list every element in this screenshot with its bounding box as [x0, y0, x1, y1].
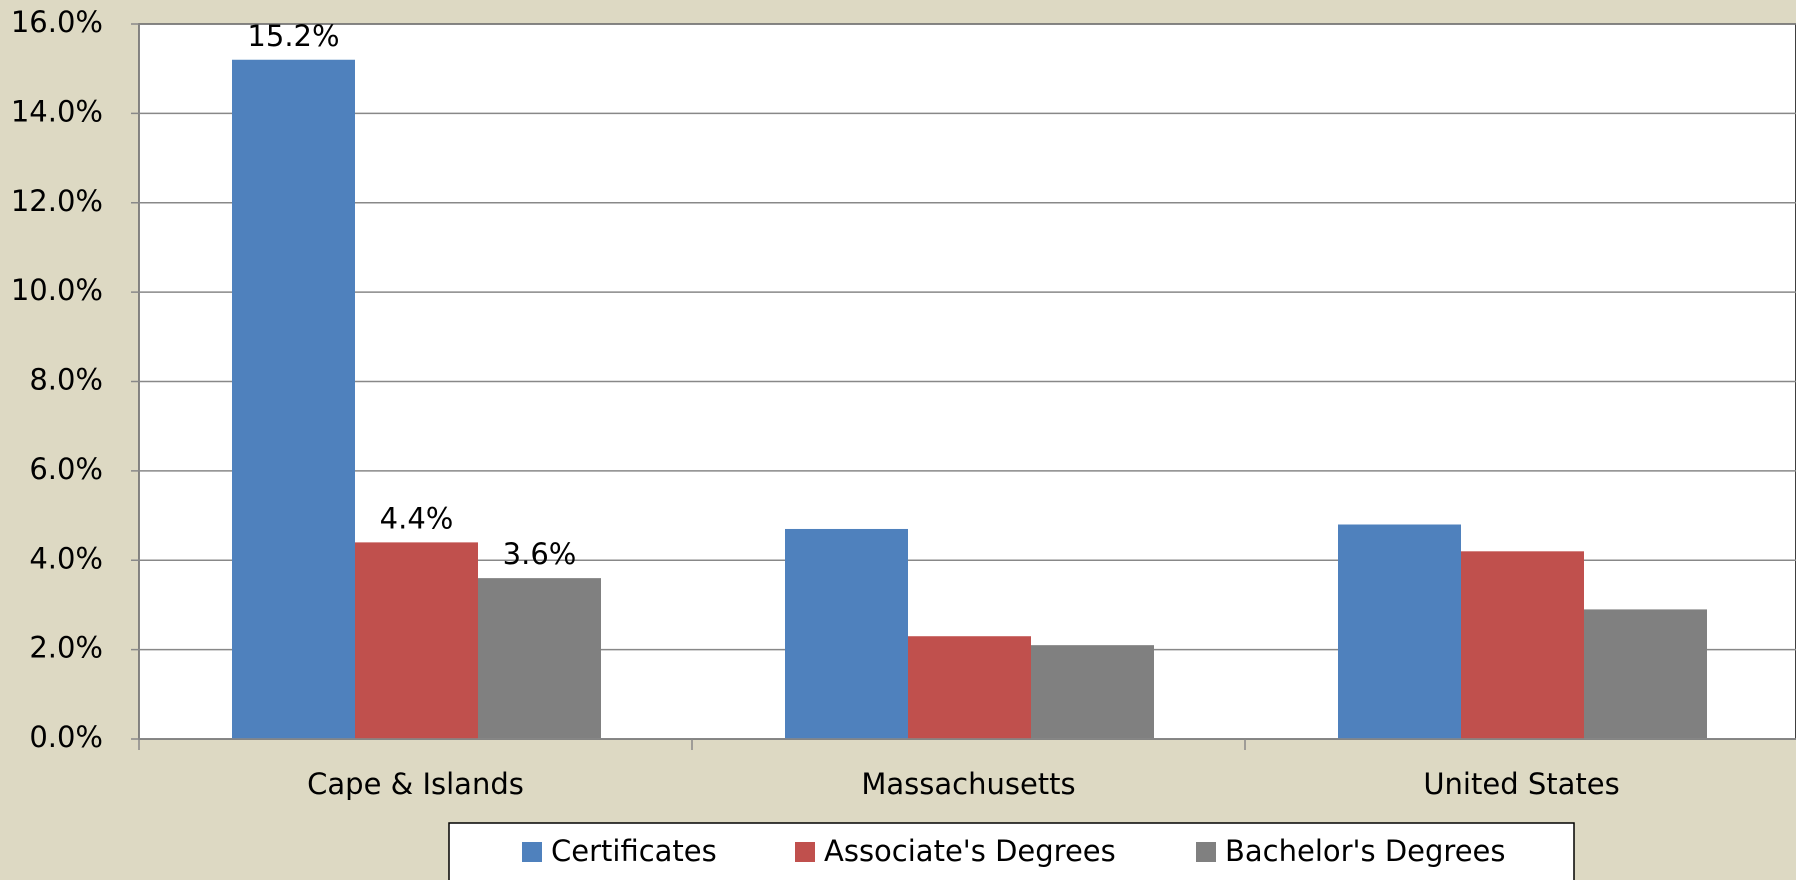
bar — [1338, 524, 1461, 739]
bar — [908, 636, 1031, 739]
y-tick-label: 10.0% — [11, 273, 103, 307]
legend-label: Certificates — [551, 834, 717, 868]
x-tick-label: Massachusetts — [861, 767, 1075, 801]
data-label: 3.6% — [503, 537, 577, 571]
legend-box — [448, 822, 1575, 880]
bar — [1584, 609, 1707, 739]
bar — [355, 542, 478, 739]
data-label: 4.4% — [380, 501, 454, 535]
bar — [1461, 551, 1584, 739]
legend-label: Bachelor's Degrees — [1225, 834, 1506, 868]
y-tick-label: 4.0% — [29, 541, 103, 575]
y-tick-label: 6.0% — [29, 452, 103, 486]
y-tick-label: 8.0% — [29, 363, 103, 397]
y-tick-label: 2.0% — [29, 631, 103, 665]
data-label: 15.2% — [247, 19, 339, 53]
bar — [785, 528, 908, 739]
y-tick-label: 14.0% — [11, 94, 103, 128]
x-tick-label: Cape & Islands — [307, 767, 524, 801]
legend-label: Associate's Degrees — [824, 834, 1116, 868]
bar — [1031, 645, 1154, 739]
legend-swatch — [795, 842, 815, 862]
y-tick-label: 16.0% — [11, 5, 103, 39]
legend-swatch — [522, 842, 542, 862]
x-tick-label: United States — [1423, 767, 1619, 801]
y-tick-label: 0.0% — [29, 720, 103, 754]
y-tick-label: 12.0% — [11, 184, 103, 218]
bar — [232, 59, 355, 739]
legend-swatch — [1196, 842, 1216, 862]
bar — [478, 578, 601, 739]
